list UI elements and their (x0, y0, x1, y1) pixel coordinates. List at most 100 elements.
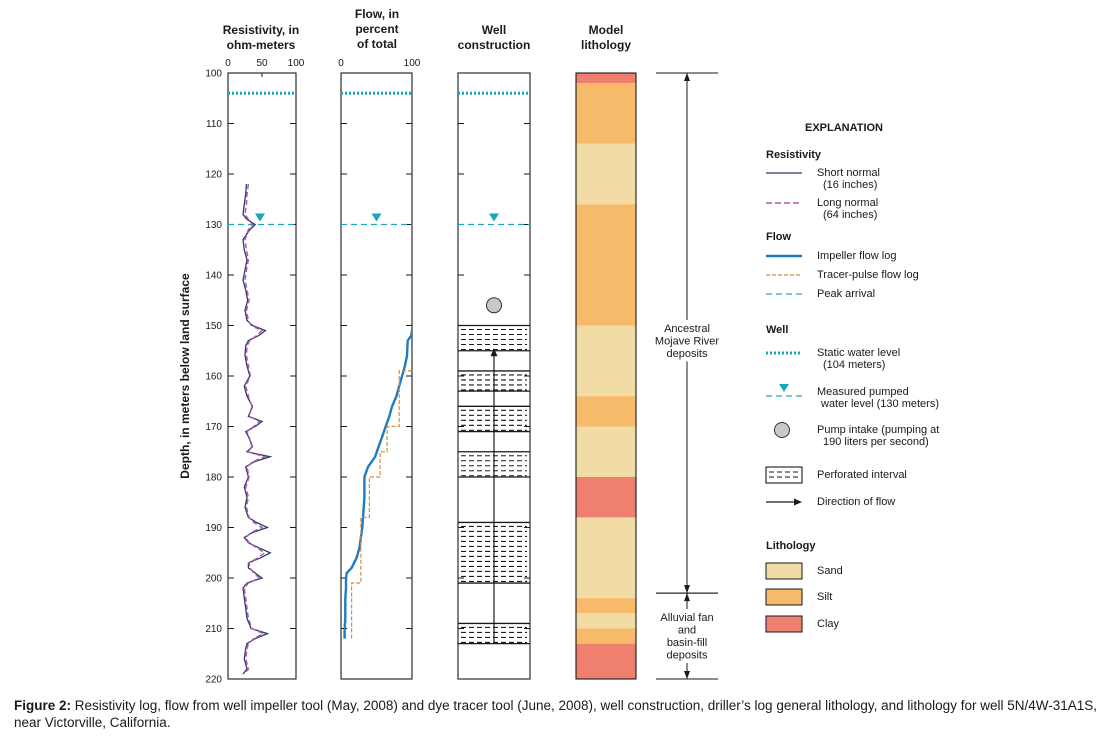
lithology-layer-silt (576, 628, 636, 644)
legend-label: Direction of flow (817, 496, 895, 508)
legend-label: Peak arrival (817, 288, 875, 300)
y-tick-label: 140 (205, 271, 222, 282)
legend-item-clay: Clay (765, 615, 840, 633)
legend-label: (64 inches) (823, 209, 877, 221)
caption-label: Figure 2: (14, 698, 72, 713)
legend: EXPLANATION Resistivity Short normal(16 in… (765, 122, 939, 633)
legend-label: 190 liters per second) (823, 436, 929, 448)
lithology-layer-silt (576, 204, 636, 326)
lithology-layer-silt (576, 83, 636, 144)
x-tick-label: 0 (338, 58, 344, 69)
legend-label: Measured pumped (817, 386, 909, 398)
panel-title: Flow, in (355, 7, 399, 21)
unit-label: and (678, 625, 696, 637)
lithology-layer-sand (576, 325, 636, 397)
y-axis-label: Depth, in meters below land surface (178, 273, 192, 479)
legend-item-short_normal: Short normal(16 inches) (766, 167, 880, 191)
panel-title: construction (458, 38, 531, 52)
panel-title: percent (355, 22, 398, 36)
legend-label: Silt (817, 591, 832, 603)
panel-title: Model (589, 23, 624, 37)
y-tick-label: 170 (205, 422, 222, 433)
legend-item-sand: Sand (765, 562, 843, 580)
pumped-level-marker (371, 213, 382, 222)
unit-label: deposits (667, 650, 708, 662)
panel-title: Resistivity, in (223, 23, 299, 37)
lithology-layer-clay (576, 643, 636, 679)
panel-title: of total (357, 37, 397, 51)
legend-label: water level (130 meters) (820, 398, 939, 410)
well-construction (458, 297, 530, 645)
depth-axis: 100 110 120 130 140 150 160 170 180 190 200 210 220 (205, 69, 222, 686)
y-tick-label: 160 (205, 372, 222, 383)
legend-group-heading: Well (766, 324, 788, 336)
legend-item-silt: Silt (765, 588, 832, 606)
y-tick-label: 180 (205, 473, 222, 484)
legend-label: (16 inches) (823, 179, 877, 191)
lithology-layer-sand (576, 613, 636, 629)
legend-title: EXPLANATION (805, 122, 883, 134)
y-tick-label: 120 (205, 170, 222, 181)
y-tick-label: 130 (205, 220, 222, 231)
x-tick-labels: 0 50 100 0 100 (225, 58, 421, 69)
y-tick-label: 100 (205, 69, 222, 80)
y-tick-label: 220 (205, 675, 222, 686)
legend-label: Clay (817, 618, 840, 630)
unit-label: Ancestral (664, 323, 710, 335)
y-tick-label: 110 (206, 119, 222, 130)
panel-title: lithology (581, 38, 631, 52)
y-tick-label: 210 (205, 624, 222, 635)
perforated-interval (458, 324, 530, 352)
pumped-water-level (228, 213, 530, 226)
legend-group-heading: Resistivity (766, 149, 822, 161)
unit-label: Mojave River (655, 335, 720, 347)
series-impeller-flow (343, 330, 412, 639)
lithology-layer-clay (576, 477, 636, 518)
legend-item-static: Static water level(104 meters) (766, 347, 900, 371)
x-tick-label: 100 (288, 58, 305, 69)
series-short-normal (242, 184, 273, 675)
legend-label: Long normal (817, 197, 878, 209)
caption-text: Resistivity log, flow from well impeller… (14, 698, 1097, 730)
panel-title: ohm-meters (227, 38, 296, 52)
panel-frames (227, 72, 637, 680)
lithology-layer-clay (576, 73, 636, 84)
y-tick-label: 150 (205, 321, 222, 332)
lithology-layer-sand (576, 143, 636, 205)
unit-label: deposits (667, 348, 708, 360)
legend-item-impeller: Impeller flow log (766, 250, 896, 262)
y-tick-label: 200 (205, 574, 222, 585)
legend-label: (104 meters) (823, 359, 885, 371)
unit-label: Alluvial fan (660, 612, 713, 624)
legend-label: Tracer-pulse flow log (817, 269, 919, 281)
data-series (242, 183, 412, 675)
legend-item-perf: Perforated interval (765, 466, 907, 484)
legend-label: Pump intake (pumping at (817, 424, 939, 436)
lithology-column (576, 73, 636, 679)
legend-label: Sand (817, 565, 843, 577)
legend-item-peak: Peak arrival (766, 288, 875, 300)
series-long-normal (243, 183, 267, 675)
lithology-layer-sand (576, 426, 636, 477)
panel-frame (575, 72, 637, 680)
legend-label: Perforated interval (817, 469, 907, 481)
panel-title: Well (482, 23, 506, 37)
legend-group-heading: Flow (766, 231, 791, 243)
figure-caption: Figure 2: Resistivity log, flow from wel… (14, 697, 1114, 731)
series-tracer-flow (351, 370, 412, 639)
pumped-level-marker (489, 213, 499, 222)
legend-group-heading: Lithology (766, 540, 816, 552)
pump-intake-marker (486, 297, 502, 314)
x-tick-label: 50 (256, 58, 268, 69)
panel-frame (227, 72, 297, 680)
legend-item-long_normal: Long normal(64 inches) (766, 197, 878, 221)
legend-item-dir: Direction of flow (766, 496, 895, 508)
flow-direction-arrowhead (490, 348, 498, 357)
unit-label: basin-fill (667, 637, 707, 649)
